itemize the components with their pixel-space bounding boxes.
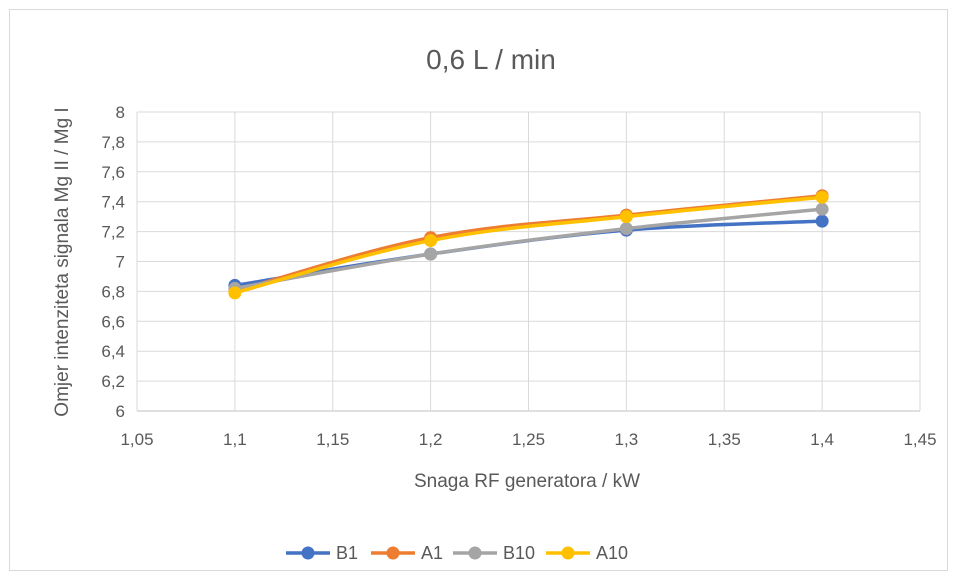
data-point-b10 — [619, 222, 633, 236]
x-tick-label: 1,25 — [512, 430, 545, 449]
x-tick-label: 1,35 — [708, 430, 741, 449]
y-tick-label: 7,6 — [101, 163, 125, 182]
data-point-a10 — [815, 190, 829, 204]
legend: B1 A1 B10 A10 — [286, 543, 628, 563]
x-tick-label: 1,3 — [615, 430, 639, 449]
legend-label-a1: A1 — [421, 543, 443, 563]
legend-label-a10: A10 — [596, 543, 628, 563]
legend-item-a10: A10 — [546, 543, 628, 563]
x-axis-title: Snaga RF generatora / kW — [414, 471, 640, 492]
y-tick-label: 7,2 — [101, 223, 125, 242]
data-point-b10 — [424, 247, 438, 261]
x-tick-label: 1,15 — [316, 430, 349, 449]
data-point-a10 — [228, 286, 242, 300]
y-tick-labels: 6 6,2 6,4 6,6 6,8 7 7,2 7,4 7,6 7,8 8 — [101, 103, 125, 421]
data-point-a10 — [619, 210, 633, 224]
x-tick-labels: 1,05 1,1 1,15 1,2 1,25 1,3 1,35 1,4 1,45 — [120, 430, 936, 449]
legend-item-b1: B1 — [286, 543, 358, 563]
x-tick-label: 1,4 — [810, 430, 834, 449]
x-tick-label: 1,05 — [120, 430, 153, 449]
legend-label-b10: B10 — [503, 543, 535, 563]
data-point-b1 — [815, 214, 829, 228]
y-tick-label: 6,4 — [101, 342, 125, 361]
series-a10 — [228, 190, 829, 300]
x-tick-label: 1,45 — [903, 430, 936, 449]
y-tick-label: 6,2 — [101, 372, 125, 391]
data-point-a10 — [424, 234, 438, 248]
chart-frame: 0,6 L / min Snaga RF generatora / kW Omj… — [9, 9, 948, 571]
y-tick-label: 6,6 — [101, 312, 125, 331]
chart-title: 0,6 L / min — [426, 44, 556, 75]
gridlines — [136, 111, 921, 412]
x-tick-label: 1,2 — [419, 430, 443, 449]
x-tick-label: 1,1 — [223, 430, 247, 449]
legend-marker-a1 — [386, 546, 400, 560]
y-tick-label: 7,4 — [101, 193, 125, 212]
series-line-a10 — [233, 195, 824, 295]
legend-item-a1: A1 — [371, 543, 443, 563]
line-chart: 0,6 L / min Snaga RF generatora / kW Omj… — [52, 44, 937, 563]
legend-item-b10: B10 — [453, 543, 535, 563]
legend-label-b1: B1 — [336, 543, 358, 563]
series-line-b10 — [233, 207, 824, 291]
legend-marker-b1 — [301, 546, 315, 560]
series-lines — [228, 189, 829, 300]
y-tick-label: 7,8 — [101, 133, 125, 152]
data-point-b10 — [815, 202, 829, 216]
y-axis-title: Omjer intenziteta signala Mg II / Mg I — [52, 107, 73, 416]
y-tick-label: 7 — [116, 253, 125, 272]
legend-marker-a10 — [561, 546, 575, 560]
y-tick-label: 6,8 — [101, 282, 125, 301]
y-tick-label: 6 — [116, 402, 125, 421]
legend-marker-b10 — [468, 546, 482, 560]
y-tick-label: 8 — [116, 103, 125, 122]
